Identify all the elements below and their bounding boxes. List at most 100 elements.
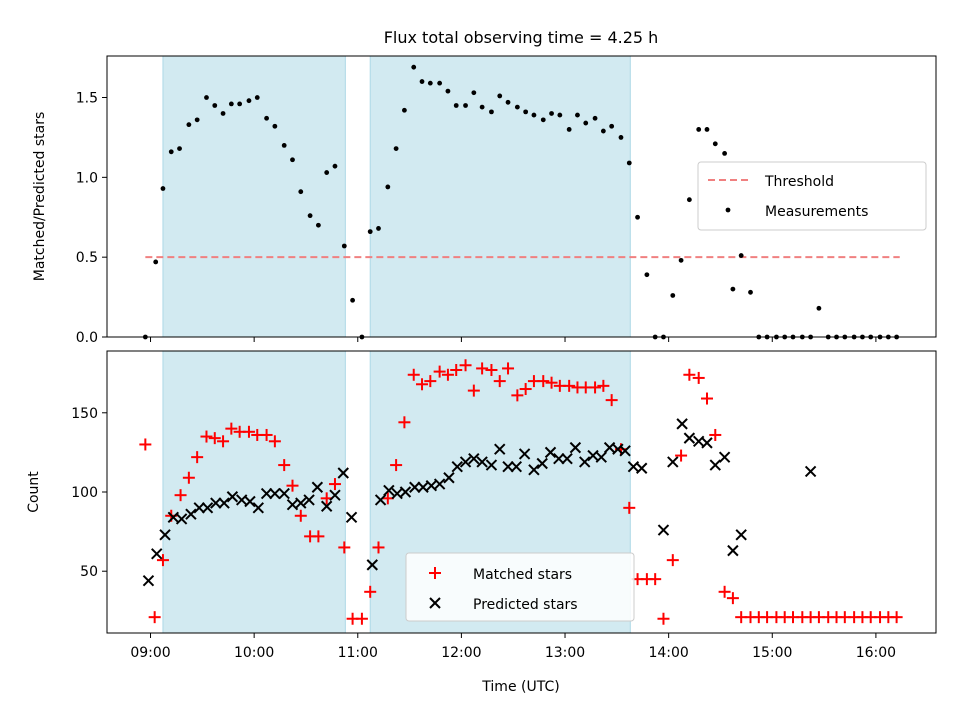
matched-star-point bbox=[502, 362, 515, 375]
matched-star-point bbox=[485, 364, 498, 377]
predicted-star-point bbox=[320, 500, 333, 512]
top-legend-box bbox=[697, 161, 927, 231]
legend-threshold-label: Threshold bbox=[764, 174, 834, 190]
predicted-star-point bbox=[727, 544, 739, 557]
matched-star-point bbox=[623, 501, 636, 514]
measurement-point bbox=[237, 101, 243, 107]
matched-star-point bbox=[355, 612, 368, 625]
measurement-point bbox=[324, 170, 330, 175]
predicted-star-point bbox=[278, 487, 290, 500]
x-axis-label: Time (UTC) bbox=[481, 679, 559, 695]
predicted-star-point bbox=[595, 451, 607, 463]
predicted-star-point bbox=[345, 511, 358, 524]
matched-star-point bbox=[156, 554, 169, 567]
predicted-star-point bbox=[485, 459, 498, 471]
measurement-point bbox=[670, 293, 676, 298]
measurement-point bbox=[427, 80, 433, 86]
matched-star-point bbox=[174, 489, 187, 502]
measurement-point bbox=[186, 122, 192, 128]
measurement-point bbox=[816, 305, 822, 311]
predicted-star-point bbox=[295, 497, 307, 509]
measurement-point bbox=[489, 109, 494, 115]
top-ytick-label: 0.5 bbox=[76, 250, 98, 266]
legend-measurements-label: Measurements bbox=[765, 204, 868, 220]
matched-star-point bbox=[726, 592, 739, 605]
predicted-star-point bbox=[510, 460, 523, 473]
matched-star-point bbox=[657, 612, 670, 625]
predicted-star-point bbox=[383, 484, 395, 497]
matched-star-point bbox=[545, 376, 558, 389]
matched-star-point bbox=[718, 585, 731, 598]
matched-star-point bbox=[519, 383, 532, 396]
measurement-point bbox=[254, 95, 260, 100]
top-ytick-label: 0.0 bbox=[76, 330, 98, 346]
bottom-xtick-label: 14:00 bbox=[648, 645, 688, 661]
predicted-star-point bbox=[210, 497, 222, 509]
top-y-ticks: 0.0 0.5 1.0 1.5 bbox=[76, 91, 107, 346]
matched-star-point bbox=[242, 425, 255, 438]
top-shade-1 bbox=[369, 55, 631, 338]
measurement-point bbox=[204, 95, 209, 100]
matched-star-point bbox=[476, 362, 489, 375]
bottom-ytick-label: 150 bbox=[71, 406, 98, 422]
measurement-point bbox=[704, 127, 710, 132]
bottom-xtick-label: 09:00 bbox=[130, 645, 170, 661]
measurement-point bbox=[748, 289, 753, 295]
measurement-point bbox=[471, 90, 477, 96]
measurement-point bbox=[566, 127, 572, 132]
matched-star-point bbox=[398, 416, 411, 429]
measurement-point bbox=[523, 109, 529, 115]
predicted-star-point bbox=[683, 432, 696, 444]
legend-matched-swatch bbox=[429, 567, 441, 579]
measurement-point bbox=[557, 112, 563, 118]
measurement-point bbox=[463, 103, 468, 108]
measurement-point bbox=[315, 222, 321, 228]
measurement-point bbox=[298, 189, 304, 195]
top-x-ticks bbox=[150, 337, 877, 342]
predicted-star-point bbox=[528, 464, 540, 476]
top-panel: 0.0 0.5 1.0 1.5 Matched/Predicted stars Thr… bbox=[32, 55, 937, 346]
predicted-star-point bbox=[443, 472, 455, 484]
predicted-star-point bbox=[201, 502, 214, 514]
measurement-point bbox=[419, 79, 425, 84]
matched-star-point bbox=[537, 375, 550, 388]
measurement-point bbox=[549, 111, 554, 116]
top-shaded-intervals bbox=[162, 55, 631, 338]
matched-star-point bbox=[433, 365, 446, 378]
top-ytick-label: 1.0 bbox=[76, 170, 98, 186]
matched-star-point bbox=[493, 375, 506, 388]
predicted-star-point bbox=[337, 467, 349, 479]
predicted-star-point bbox=[159, 529, 171, 541]
measurement-point bbox=[393, 146, 399, 152]
measurement-point bbox=[385, 184, 391, 190]
legend-measurements-swatch bbox=[725, 207, 731, 213]
measurement-point bbox=[212, 103, 218, 108]
measurement-point bbox=[712, 141, 718, 147]
predicted-star-point bbox=[502, 460, 514, 473]
bottom-panel: 50 100 150 09:00 10:00 11:00 12:00 13:00 14:00 1… bbox=[26, 350, 937, 695]
predicted-star-point bbox=[399, 486, 412, 498]
bottom-x-ticks: 09:00 10:00 11:00 12:00 13:00 14:00 15:00 16:00 bbox=[130, 633, 896, 661]
measurement-point bbox=[177, 146, 182, 152]
predicted-star-point bbox=[260, 487, 273, 500]
predicted-star-point bbox=[518, 448, 531, 460]
matched-star-point bbox=[709, 428, 722, 441]
predicted-star-point bbox=[804, 465, 817, 478]
predicted-star-point bbox=[451, 460, 463, 473]
measurement-point bbox=[609, 123, 615, 129]
predicted-star-point bbox=[142, 575, 155, 587]
matched-star-point bbox=[589, 381, 602, 394]
predicted-star-point bbox=[185, 508, 197, 520]
predicted-star-point bbox=[709, 459, 721, 471]
measurement-point bbox=[228, 101, 234, 107]
matched-star-point bbox=[649, 573, 662, 586]
measurement-point bbox=[592, 115, 598, 121]
predicted-star-point bbox=[374, 494, 387, 506]
matched-star-point bbox=[675, 449, 688, 462]
predicted-star-point bbox=[433, 478, 446, 490]
measurement-point bbox=[575, 112, 580, 118]
measurement-point bbox=[437, 80, 443, 86]
matched-star-point bbox=[511, 389, 524, 402]
bottom-legend-box bbox=[405, 552, 635, 622]
